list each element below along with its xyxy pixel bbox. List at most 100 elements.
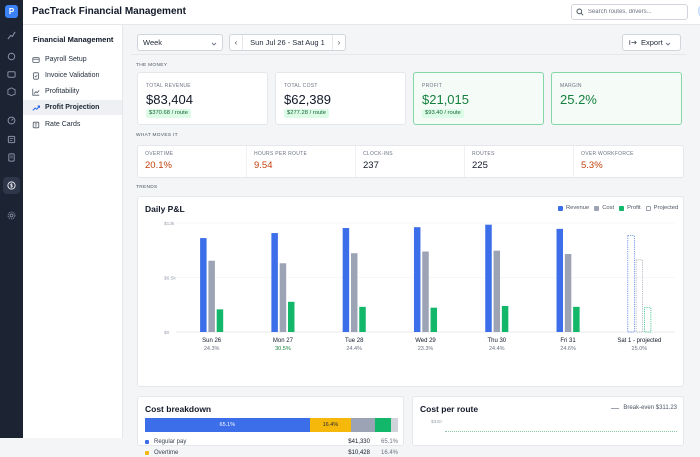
y-tick-label: $0 xyxy=(164,330,170,336)
sidebar-item-profitability[interactable]: Profitability xyxy=(23,84,122,99)
chevron-down-icon xyxy=(665,42,671,46)
margin-label: 24.3% xyxy=(204,346,220,352)
metric-overtime: OVERTIME 20.1% xyxy=(138,146,247,177)
daily-pl-chart: $0 $6.5k $13k Sun 26 24.3% Mon 27 30.5% Tue 28 2… xyxy=(164,221,675,352)
y-tick-label: $13k xyxy=(164,221,175,227)
cost-per-route-title: Cost per route xyxy=(420,404,479,414)
kpi-label: MARGIN xyxy=(560,83,582,89)
metric-value: 237 xyxy=(363,160,379,171)
chevron-down-icon xyxy=(211,42,217,46)
vehicles-icon[interactable] xyxy=(6,69,17,80)
margin-label: 24.6% xyxy=(560,346,576,352)
revenue-bar xyxy=(271,233,278,332)
revenue-bar xyxy=(413,227,421,332)
metric-value: 225 xyxy=(472,160,488,171)
app-logo[interactable]: P xyxy=(5,5,18,18)
cost-bar xyxy=(350,253,358,332)
sidebar-item-rate-cards[interactable]: Rate Cards xyxy=(23,117,122,132)
x-tick-label: Mon 27 xyxy=(273,338,294,344)
y-tick-label: $6.5k xyxy=(164,276,176,282)
section-money: THE MONEY xyxy=(136,63,168,68)
kpi-value: $21,015 xyxy=(422,92,469,107)
metric-hours-per-route: HOURS PER ROUTE 9.54 xyxy=(247,146,356,177)
sidebar-item-label: Invoice Validation xyxy=(45,72,100,79)
messages-icon[interactable] xyxy=(6,51,17,62)
cost-row-label: Regular pay xyxy=(154,438,187,445)
x-tick-label: Sat 1 - projected xyxy=(617,338,661,344)
legend-cost: Cost xyxy=(594,205,614,211)
breakeven-legend: Break-even $311.23 xyxy=(611,405,677,411)
routes-icon[interactable] xyxy=(6,30,17,41)
revenue-bar xyxy=(200,238,207,332)
metric-label: CLOCK-INS xyxy=(363,151,393,157)
cost-per-route-card: Cost per route Break-even $311.23 $320 xyxy=(412,396,684,446)
metrics-strip: OVERTIME 20.1% HOURS PER ROUTE 9.54 CLOC… xyxy=(137,145,684,178)
cost-per-route-line xyxy=(445,431,677,432)
cost-breakdown-bar: 65.1% 16.4% xyxy=(145,418,398,432)
margin-label: 30.5% xyxy=(275,346,291,352)
cost-row-value: $10,428 xyxy=(348,449,370,456)
sidebar-section-title: Financial Management xyxy=(33,35,114,44)
cost-row-value: $41,330 xyxy=(348,438,370,445)
settings-icon[interactable] xyxy=(6,210,17,221)
x-tick-label: Tue 28 xyxy=(345,338,364,344)
kpi-value: $62,389 xyxy=(284,92,331,107)
reports-icon[interactable] xyxy=(6,152,17,163)
breakdown-segment[interactable] xyxy=(351,418,376,432)
cost-breakdown-title: Cost breakdown xyxy=(145,404,212,414)
kpi-total-revenue: TOTAL REVENUE $83,404 $370.68 / route xyxy=(137,72,268,125)
breakdown-segment[interactable] xyxy=(391,418,398,432)
metric-clock-ins: CLOCK-INS 237 xyxy=(356,146,465,177)
kpi-label: TOTAL COST xyxy=(284,83,318,89)
profit-bar xyxy=(430,307,438,332)
top-bar: PacTrack Financial Management KS xyxy=(23,0,700,25)
toolbar-divider xyxy=(131,54,686,55)
icon-rail: P xyxy=(0,0,23,438)
cost-breakdown-card: Cost breakdown 65.1% 16.4% Regular pay $4… xyxy=(137,396,404,456)
projected-revenue-bar xyxy=(627,235,635,333)
profit-bar xyxy=(216,309,224,332)
search-box[interactable] xyxy=(571,4,688,20)
finance-icon[interactable] xyxy=(3,177,20,194)
metric-label: HOURS PER ROUTE xyxy=(254,151,308,157)
prev-week-button[interactable]: ‹ xyxy=(230,35,243,50)
export-label: Export xyxy=(641,38,663,47)
margin-label: 23.3% xyxy=(418,346,434,352)
projection-icon xyxy=(32,105,40,111)
kpi-label: PROFIT xyxy=(422,83,443,89)
breakdown-segment[interactable] xyxy=(375,418,392,432)
sidebar-item-invoice-validation[interactable]: Invoice Validation xyxy=(23,68,122,83)
export-button[interactable]: Export xyxy=(622,34,681,51)
kpi-value: 25.2% xyxy=(560,92,597,107)
sidebar-item-payroll-setup[interactable]: Payroll Setup xyxy=(23,52,122,67)
legend-profit: Profit xyxy=(619,205,641,211)
search-input[interactable] xyxy=(587,9,687,15)
period-select[interactable]: Week xyxy=(137,34,223,51)
chart-legend: Revenue Cost Profit Projected xyxy=(558,205,683,211)
cost-row-pct: 16.4% xyxy=(380,449,398,456)
breakdown-segment[interactable]: 16.4% xyxy=(309,418,352,432)
legend-revenue: Revenue xyxy=(558,205,589,211)
payroll-icon xyxy=(32,56,40,63)
app-title: PacTrack Financial Management xyxy=(32,6,186,17)
cost-bar xyxy=(422,251,429,332)
x-tick-label: Fri 31 xyxy=(560,338,576,344)
metric-label: OVERTIME xyxy=(145,151,174,157)
revenue-bar xyxy=(342,228,350,332)
x-tick-label: Wed 29 xyxy=(415,338,436,344)
sidebar-item-profit-projection[interactable]: Profit Projection xyxy=(23,100,122,115)
speed-icon[interactable] xyxy=(6,115,17,126)
legend-swatch xyxy=(145,450,149,455)
sidebar: Financial Management Payroll Setup Invoi… xyxy=(23,25,123,438)
profit-bar xyxy=(287,301,295,332)
projected-profit-bar xyxy=(644,307,652,333)
breakdown-segment[interactable]: 65.1% xyxy=(145,418,310,432)
next-week-button[interactable]: › xyxy=(331,35,345,50)
invoice-icon xyxy=(33,71,39,80)
calendar-icon[interactable] xyxy=(6,134,17,145)
sidebar-item-label: Rate Cards xyxy=(45,121,81,128)
export-icon xyxy=(629,40,637,45)
margin-label: 24.4% xyxy=(346,346,362,352)
x-tick-label: Thu 30 xyxy=(487,338,506,344)
packages-icon[interactable] xyxy=(6,86,17,97)
